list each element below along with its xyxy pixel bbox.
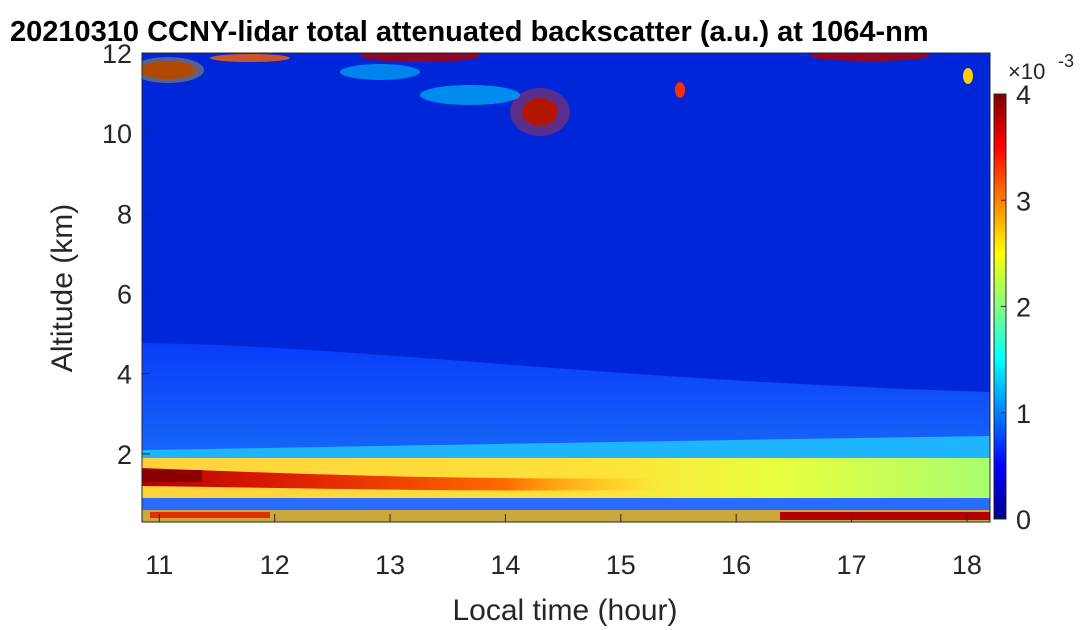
colorbar-tick-label: 1 (1016, 399, 1031, 429)
x-tick-label: 18 (952, 550, 982, 580)
heatmap-field (142, 53, 990, 522)
x-tick-label: 12 (260, 550, 290, 580)
colorbar-tick-label: 2 (1016, 293, 1031, 323)
x-tick-label: 15 (606, 550, 636, 580)
x-tick-label: 17 (837, 550, 867, 580)
y-axis-label: Altitude (km) (46, 204, 79, 372)
colorbar-tick-label: 0 (1016, 505, 1031, 535)
x-tick-label: 11 (145, 550, 173, 580)
colorbar-tick-label: 4 (1016, 80, 1031, 110)
x-tick-label: 13 (375, 550, 405, 580)
x-tick-label: 16 (721, 550, 751, 580)
near-surface-layer (142, 510, 990, 522)
x-axis-label: Local time (hour) (452, 594, 677, 627)
near-surface-dark (780, 512, 990, 520)
x-tick-label: 14 (490, 550, 520, 580)
colorbar-multiplier: ×10 -3 (1008, 51, 1074, 84)
y-tick-label: 8 (117, 199, 132, 229)
colorbar-tick-label: 3 (1016, 186, 1031, 216)
y-axis: 2 4 6 8 10 12 (102, 39, 150, 470)
elevated-layer-region (142, 343, 990, 450)
chart-title: 20210310 CCNY-lidar total attenuated bac… (10, 16, 929, 48)
x-axis: 11 12 13 14 15 16 17 18 (145, 514, 982, 580)
y-tick-label: 4 (117, 360, 132, 390)
surface-core-left (150, 512, 270, 518)
y-tick-label: 6 (117, 280, 132, 310)
colorbar: 0 1 2 3 4 (993, 80, 1031, 535)
y-tick-label: 10 (102, 119, 132, 149)
y-tick-label: 2 (117, 440, 132, 470)
lower-blue-gap (142, 498, 990, 510)
dark-core-strip (142, 470, 202, 482)
cirrus-clouds (142, 53, 973, 136)
plot-frame (141, 52, 991, 523)
colorbar-multiplier-base: ×10 (1008, 59, 1045, 84)
y-tick-label: 12 (102, 39, 132, 69)
colorbar-multiplier-exponent: -3 (1058, 51, 1074, 71)
aerosol-core (142, 468, 660, 491)
